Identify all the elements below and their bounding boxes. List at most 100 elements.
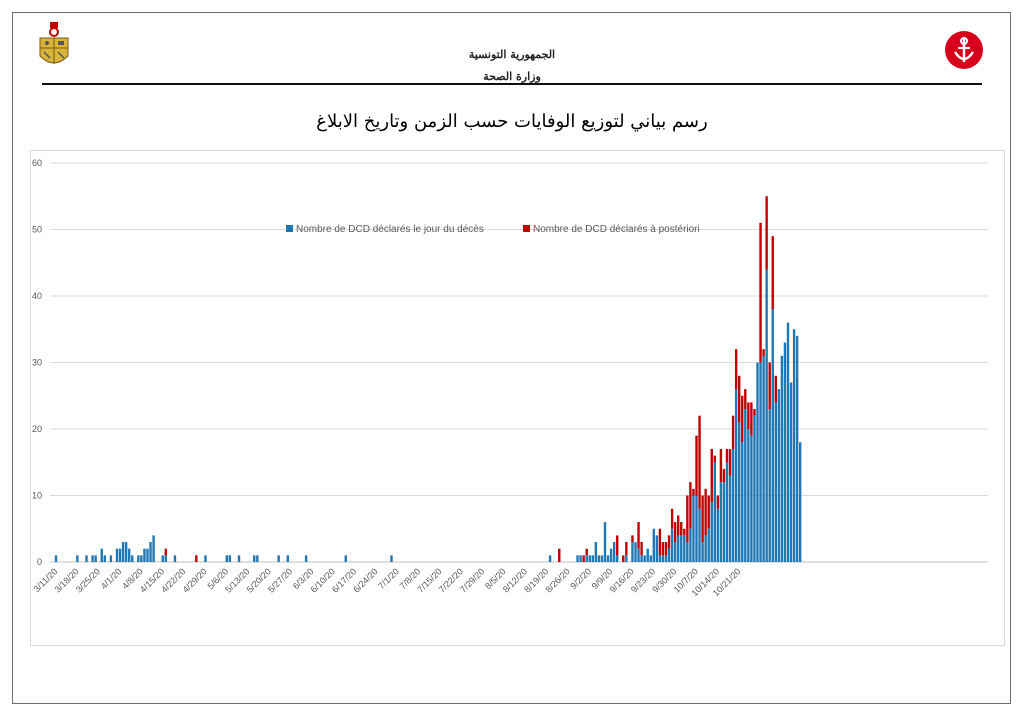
bar-later (616, 535, 619, 556)
bar-same-day (109, 555, 113, 562)
bar-same-day (710, 502, 713, 562)
bar-later (762, 349, 765, 356)
legend-label-same-day: Nombre de DCD déclarés le jour du décès (296, 224, 484, 235)
bar-later (658, 528, 662, 556)
bar-later (753, 409, 756, 416)
bar-later (640, 542, 643, 556)
bar-same-day (585, 555, 588, 562)
y-tick-label: 30 (32, 358, 42, 368)
bar-later (677, 515, 680, 536)
bar-same-day (667, 548, 671, 562)
bar-later (558, 548, 561, 562)
bar-same-day (606, 555, 610, 562)
bar-later (701, 495, 704, 543)
legend-swatch-same-day (286, 225, 293, 232)
bar-same-day (631, 542, 634, 562)
bar-same-day (579, 555, 582, 562)
bar-later (625, 542, 628, 556)
y-tick-label: 40 (32, 291, 42, 301)
bar-same-day (128, 548, 131, 562)
bar-same-day (774, 402, 777, 562)
bar-same-day (253, 555, 256, 562)
chart-frame (30, 150, 1005, 646)
bar-same-day (237, 555, 241, 562)
bar-later (728, 448, 732, 476)
bar-later (713, 455, 716, 463)
bar-same-day (164, 555, 167, 562)
bar-same-day (795, 335, 799, 562)
bar-same-day (390, 555, 393, 562)
bar-same-day (121, 542, 125, 562)
x-tick-label: 7/29/20 (458, 566, 486, 594)
bar-same-day (161, 555, 164, 562)
bar-same-day (640, 555, 643, 562)
bar-same-day (680, 535, 683, 562)
bar-same-day (609, 548, 613, 562)
bar-same-day (643, 555, 646, 562)
bar-same-day (131, 555, 134, 562)
x-tick-label: 6/24/20 (351, 566, 379, 594)
bar-same-day (652, 528, 655, 562)
bar-same-day (792, 329, 796, 562)
bar-later (707, 495, 710, 529)
bar-same-day (76, 555, 79, 562)
bar-same-day (658, 555, 662, 562)
bar-later (716, 495, 720, 509)
bar-same-day (799, 442, 802, 562)
legend-label-later: Nombre de DCD déclarés à postériori (533, 224, 700, 235)
bar-same-day (625, 555, 628, 562)
bar-same-day (649, 555, 652, 562)
x-tick-label: 9/2/20 (568, 566, 593, 591)
x-tick-label: 4/29/20 (181, 566, 209, 594)
bar-same-day (692, 495, 695, 562)
bar-later (637, 522, 640, 549)
bar-later (710, 448, 713, 503)
bar-later (582, 555, 585, 562)
bar-later (680, 522, 683, 536)
bar-later (765, 196, 768, 270)
bar-later (692, 488, 695, 496)
bar-same-day (768, 409, 771, 562)
bar-later (585, 548, 588, 556)
bar-same-day (750, 435, 753, 562)
bar-later (164, 548, 167, 556)
bar-same-day (664, 555, 668, 562)
bar-later (631, 535, 634, 543)
bar-same-day (140, 555, 143, 562)
bar-same-day (734, 389, 738, 562)
bar-later (759, 222, 762, 363)
bar-same-day (722, 482, 726, 562)
bar-later (734, 349, 738, 390)
bar-later (661, 542, 665, 556)
bar-same-day (634, 542, 637, 562)
bar-same-day (719, 482, 723, 562)
bar-same-day (713, 462, 716, 562)
bar-same-day (591, 555, 594, 562)
bar-later (744, 389, 747, 410)
x-tick-label: 4/1/20 (99, 566, 124, 591)
bar-later (774, 375, 777, 403)
bar-later (741, 395, 744, 443)
bar-same-day (277, 555, 280, 562)
bar-later (622, 555, 625, 562)
bar-later (683, 528, 686, 536)
bar-same-day (225, 555, 228, 562)
header: الجمهورية التونسية وزارة الصحة (300, 44, 724, 88)
y-tick-label: 0 (37, 557, 42, 567)
bar-later (750, 402, 753, 436)
bar-same-day (616, 555, 619, 562)
bar-same-day (747, 429, 750, 562)
bar-same-day (149, 542, 152, 562)
bar-same-day (655, 535, 659, 562)
bar-later (695, 435, 698, 496)
health-ministry-logo-icon (945, 31, 983, 69)
y-tick-label: 20 (32, 424, 42, 434)
bar-same-day (118, 548, 122, 562)
bar-later (689, 482, 692, 529)
bar-later (722, 468, 726, 483)
x-tick-label: 3/25/20 (74, 566, 102, 594)
grid-layer (50, 162, 988, 563)
bar-same-day (256, 555, 259, 562)
bar-later (686, 495, 689, 543)
